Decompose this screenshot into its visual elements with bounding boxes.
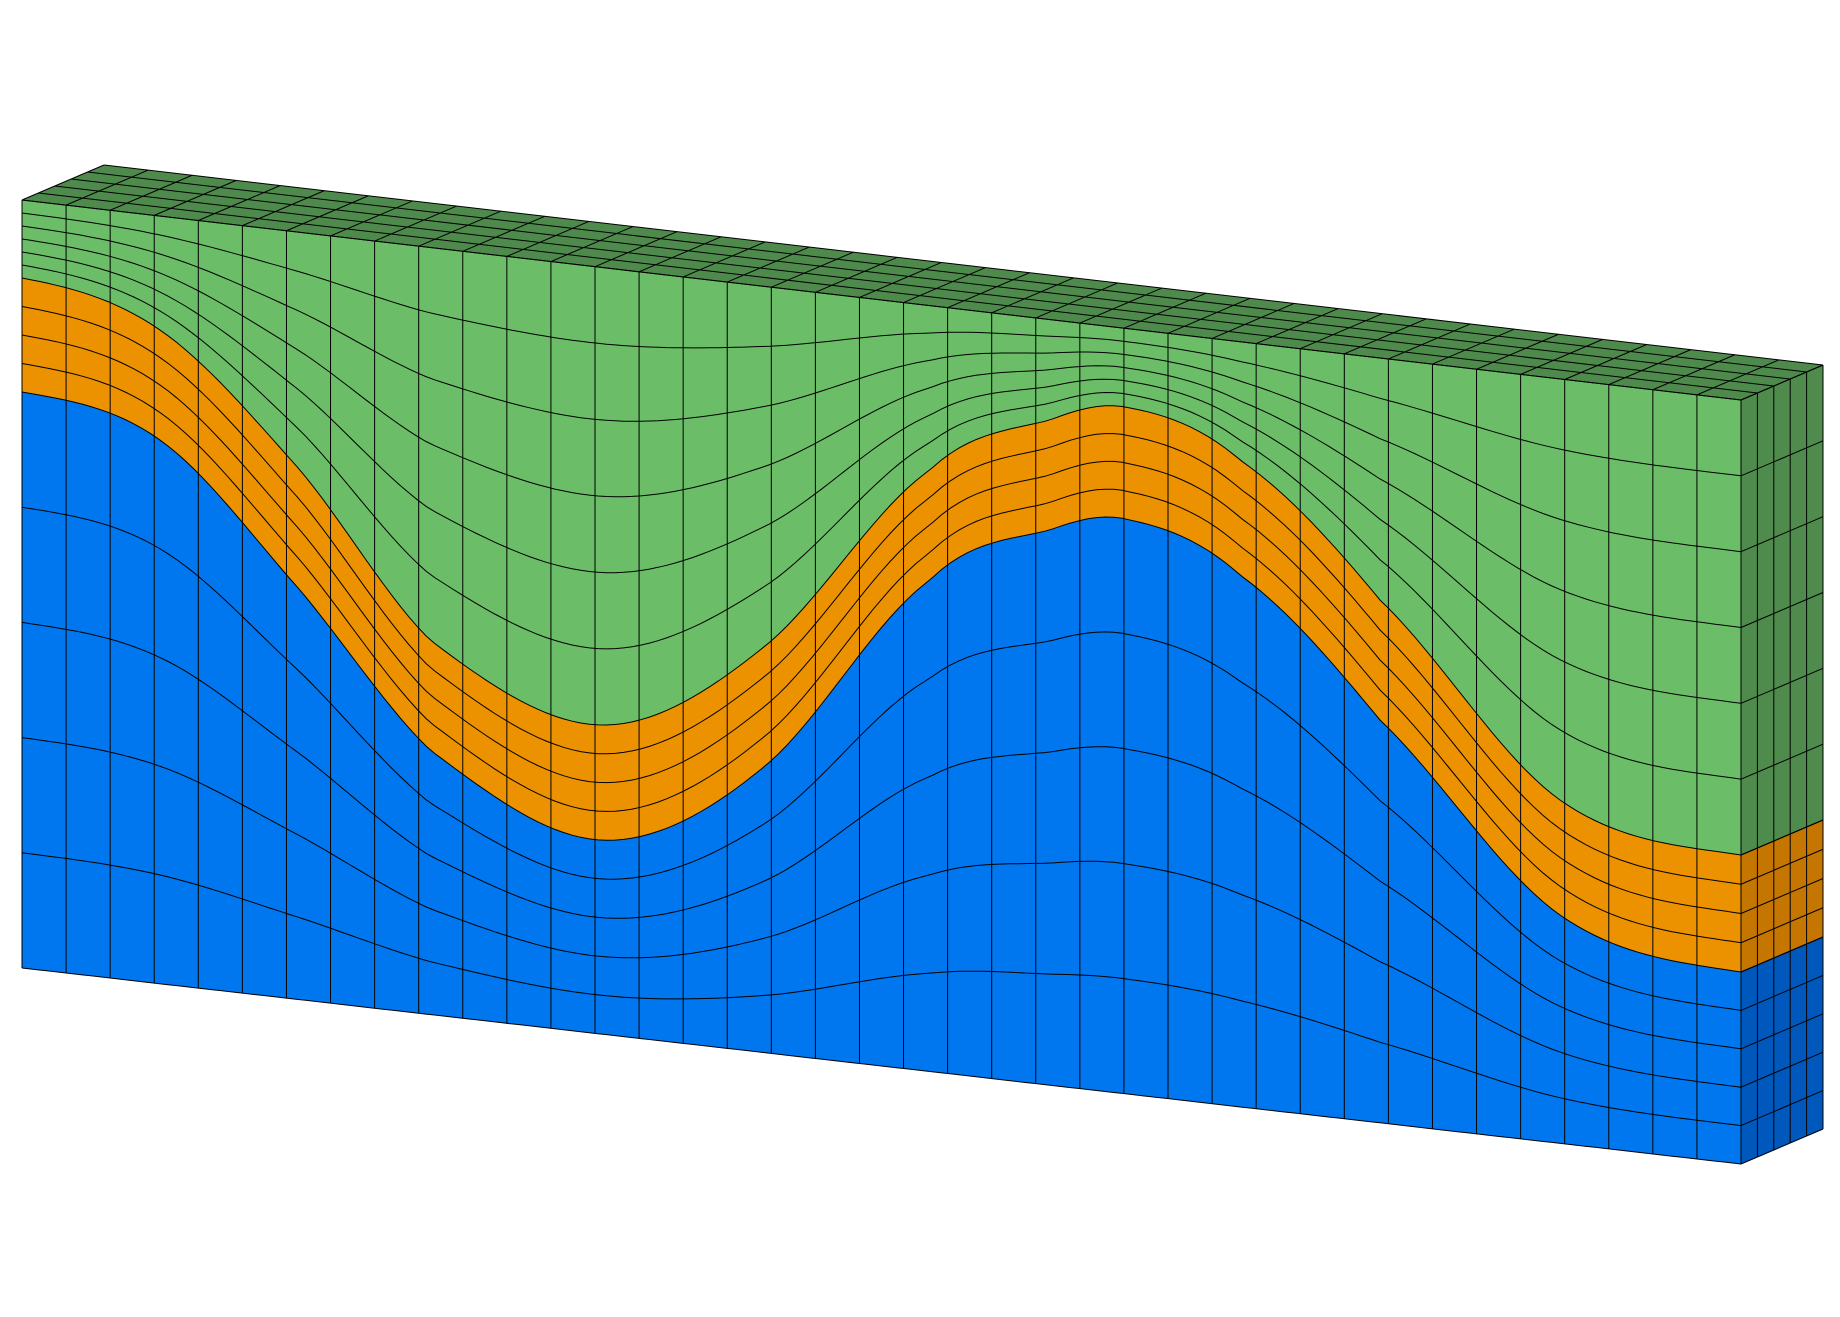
top-column-line xyxy=(286,195,369,232)
top-depth-line xyxy=(87,171,1807,373)
top-layer-row-line xyxy=(21,264,1742,780)
top-column-line xyxy=(374,205,457,242)
top-column-line xyxy=(1255,308,1339,345)
top-column-line xyxy=(21,164,105,201)
right-side-face xyxy=(1741,365,1823,1164)
top-column-line xyxy=(1696,359,1780,396)
side-row-line xyxy=(1740,907,1824,944)
top-column-line xyxy=(1035,282,1118,319)
bottom-layer-row-line xyxy=(21,506,1742,1011)
top-column-line xyxy=(859,261,942,298)
top-column-line xyxy=(65,169,149,206)
top-column-line xyxy=(109,174,193,211)
middle-layer-front xyxy=(22,278,1741,972)
top-column-line xyxy=(154,179,237,216)
top-column-line xyxy=(1564,344,1647,380)
side-row-line xyxy=(1740,592,1824,628)
top-layer-row-line xyxy=(21,225,1742,553)
middle-layer-row-line xyxy=(21,334,1742,914)
top-column-line xyxy=(1476,333,1559,370)
bottom-layer-row-line xyxy=(21,852,1742,1127)
top-depth-line xyxy=(71,178,1791,380)
top-depth-line xyxy=(21,199,1742,401)
side-row-line xyxy=(1740,440,1824,477)
bottom-layer-row-line xyxy=(21,737,1742,1088)
top-column-line xyxy=(947,272,1030,309)
top-layer-front xyxy=(22,200,1741,855)
side-row-line xyxy=(1740,819,1824,856)
top-column-line xyxy=(727,246,810,283)
top-column-line xyxy=(330,200,413,237)
top-layer-row-line xyxy=(21,277,1742,856)
top-depth-line xyxy=(54,185,1774,387)
side-row-line xyxy=(1740,1128,1824,1165)
top-column-line xyxy=(594,231,678,268)
top-column-line xyxy=(1388,323,1471,360)
top-layer-row-line xyxy=(21,238,1742,628)
top-column-line xyxy=(198,185,281,221)
top-column-line xyxy=(1520,338,1603,375)
side-row-line xyxy=(1740,743,1824,780)
mesh-grid-lines xyxy=(21,164,1824,1165)
side-row-line xyxy=(1740,848,1824,885)
side-row-line xyxy=(1740,878,1824,914)
side-row-line xyxy=(1740,1090,1824,1127)
top-column-line xyxy=(1300,313,1383,350)
middle-layer-row-line xyxy=(21,306,1742,885)
top-column-line xyxy=(771,251,854,288)
top-layer-row-line xyxy=(21,251,1742,704)
side-row-line xyxy=(1740,1051,1824,1088)
top-column-line xyxy=(1079,287,1163,324)
top-depth-line xyxy=(103,164,1824,366)
side-row-line xyxy=(1740,936,1824,973)
top-column-line xyxy=(1652,354,1736,391)
top-column-line xyxy=(1167,297,1251,334)
top-column-line xyxy=(1123,292,1207,329)
side-row-line xyxy=(1740,667,1824,704)
top-column-line xyxy=(1432,328,1515,365)
top-column-line xyxy=(1344,318,1427,355)
side-row-line xyxy=(1740,1013,1824,1050)
top-column-line xyxy=(991,277,1074,314)
top-column-line xyxy=(550,226,634,262)
top-column-line xyxy=(242,190,325,227)
top-column-line xyxy=(1608,349,1691,386)
front-face xyxy=(22,200,1741,1164)
middle-layer-row-line xyxy=(21,391,1742,973)
middle-layer-row-line xyxy=(21,363,1742,944)
top-column-line xyxy=(638,236,722,273)
top-column-line xyxy=(506,220,590,257)
top-column-line xyxy=(1740,364,1824,401)
top-column-line xyxy=(418,210,501,247)
bottom-layer-row-line xyxy=(21,967,1742,1165)
top-column-line xyxy=(1211,303,1295,339)
side-row-line xyxy=(1740,516,1824,553)
top-column-line xyxy=(682,241,766,278)
bottom-layer-row-line xyxy=(21,621,1742,1050)
bottom-layer-side xyxy=(1741,937,1823,1164)
top-depth-line xyxy=(38,192,1758,394)
side-row-line xyxy=(1740,974,1824,1011)
top-column-line xyxy=(462,215,545,252)
top-layer-row-line xyxy=(21,212,1742,477)
bottom-layer-front xyxy=(22,392,1741,1164)
top-column-line xyxy=(903,267,986,304)
top-column-line xyxy=(815,256,898,293)
